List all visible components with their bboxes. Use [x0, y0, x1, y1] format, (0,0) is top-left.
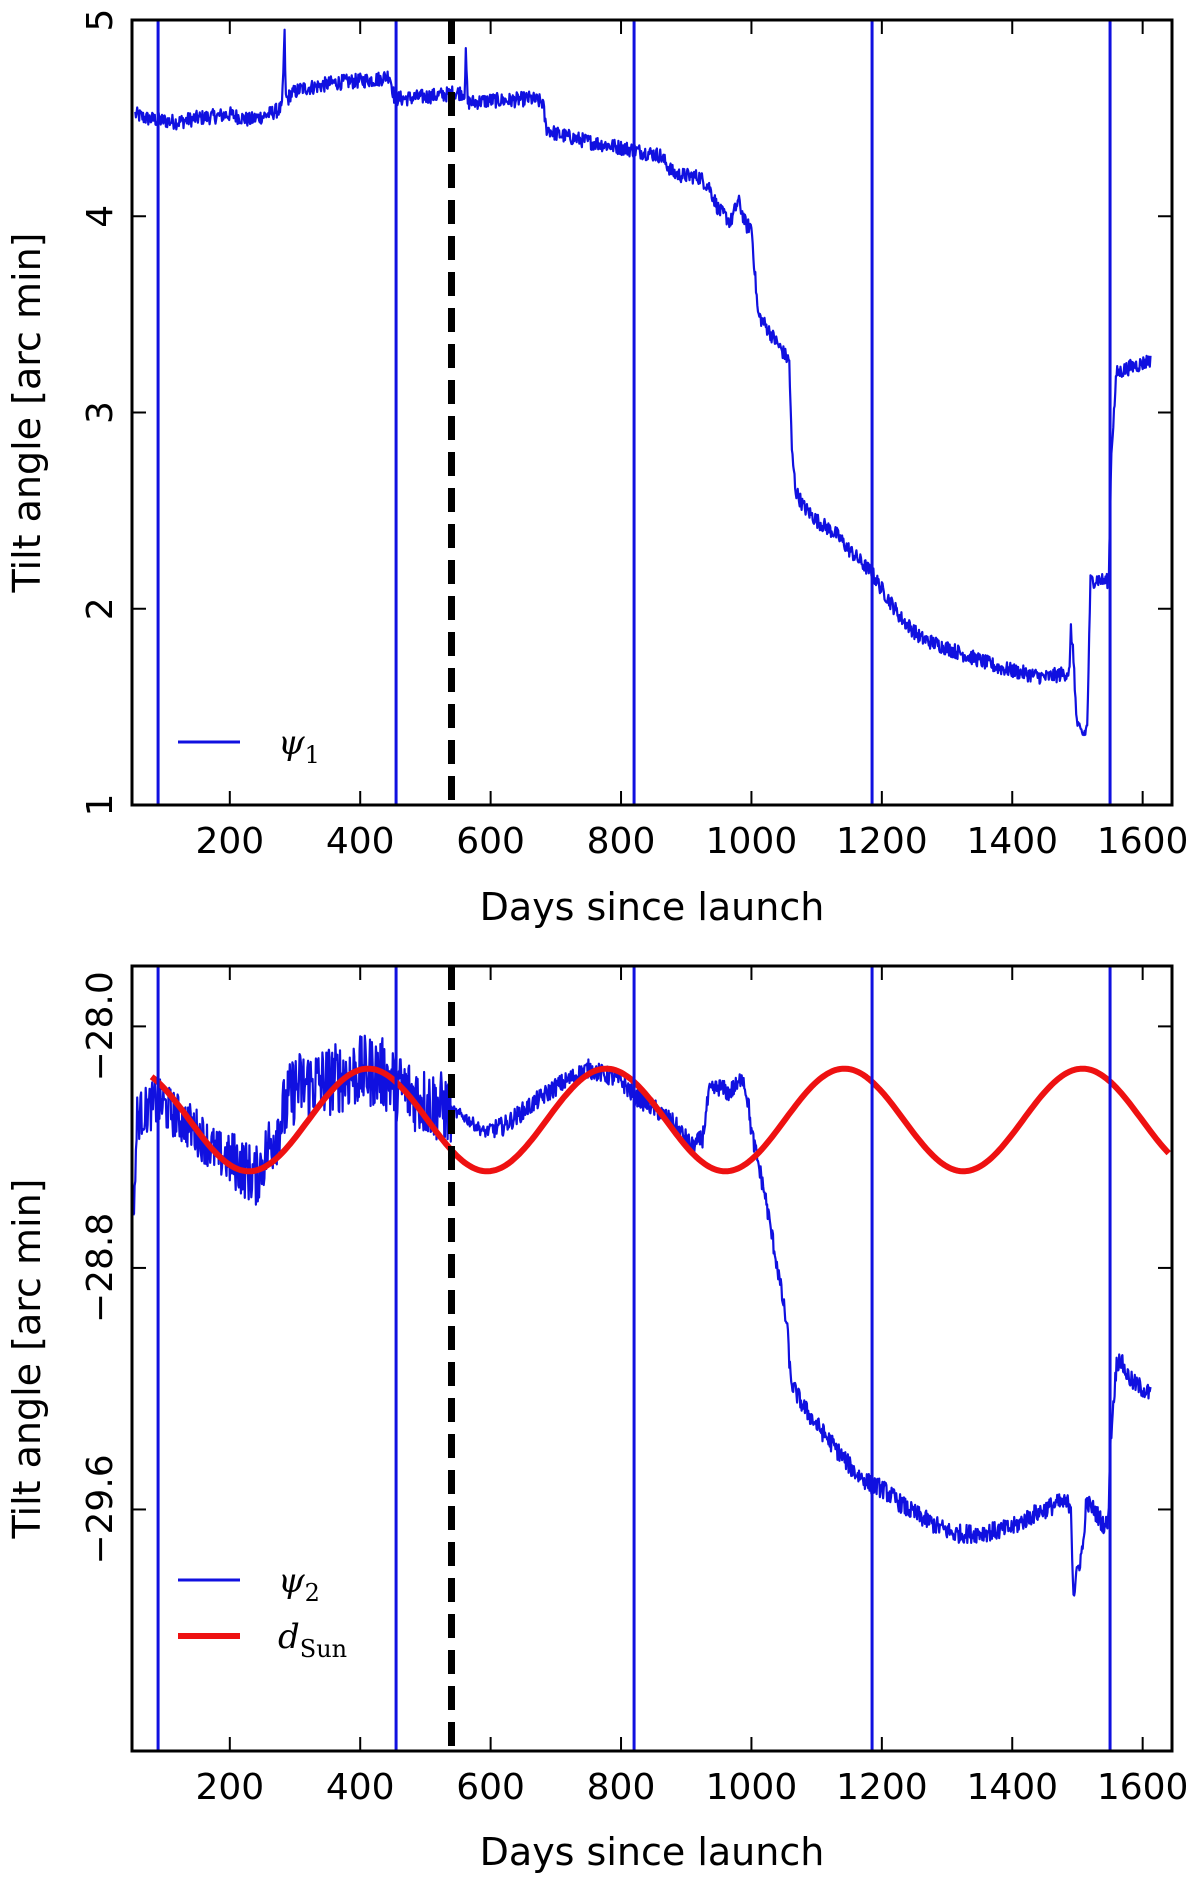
- panel-bottom: 200 400 600 800 1000 1200 1400 1600 −28.0 −28.8 −2…: [5, 964, 1189, 1874]
- plot-frame: [130, 18, 1174, 807]
- legend-label-main: ψ: [278, 723, 305, 763]
- x-tick-label: 400: [326, 1767, 395, 1808]
- x-tick-label: 1200: [836, 1767, 928, 1808]
- y-tick-label: 3: [80, 401, 121, 424]
- x-tick-label: 600: [456, 1767, 525, 1808]
- x-tick-label: 1000: [706, 1767, 798, 1808]
- legend-label-sub: 1: [305, 741, 320, 769]
- legend-label-main: d: [278, 1617, 300, 1657]
- y-tick-label: 4: [80, 205, 121, 228]
- series-line-ψ1: [134, 28, 1152, 737]
- x-axis-label: Days since launch: [480, 1830, 825, 1874]
- x-tick-label: 1600: [1097, 1767, 1189, 1808]
- x-tick-label: 1200: [836, 821, 928, 862]
- y-tick-label: 5: [80, 9, 121, 32]
- x-tick-label: 800: [587, 821, 656, 862]
- x-tick-label: 600: [456, 821, 525, 862]
- legend-label-ψ2: ψ2: [278, 1561, 320, 1607]
- y-tick-label: −29.6: [80, 1454, 121, 1564]
- legend-label-sub: 2: [305, 1579, 320, 1607]
- legend-label-sub: Sun: [300, 1635, 347, 1663]
- plot-frame: [130, 964, 1174, 1753]
- series-line-ψ2: [132, 1034, 1152, 1597]
- x-tick-label: 200: [195, 1767, 264, 1808]
- x-tick-label: 1400: [966, 1767, 1058, 1808]
- plot-area: [132, 1034, 1171, 1597]
- x-tick-label: 200: [195, 821, 264, 862]
- y-tick-label: −28.0: [80, 971, 121, 1081]
- y-axis-label: Tilt angle [arc min]: [5, 233, 49, 594]
- legend-label-main: ψ: [278, 1561, 305, 1601]
- y-axis-label: Tilt angle [arc min]: [5, 1179, 49, 1540]
- y-tick-label: 2: [80, 597, 121, 620]
- panel-top: 200 400 600 800 1000 1200 1400 1600 1 2 3 4 5 Days si…: [5, 9, 1188, 929]
- y-tick-label: 1: [80, 794, 121, 817]
- legend-label-dSun: dSun: [278, 1617, 347, 1663]
- legend-label-ψ1: ψ1: [278, 723, 320, 769]
- y-tick-label: −28.8: [80, 1213, 121, 1323]
- x-tick-label: 1000: [706, 821, 798, 862]
- x-tick-label: 1400: [966, 821, 1058, 862]
- plot-area: [134, 28, 1152, 737]
- x-tick-label: 800: [587, 1767, 656, 1808]
- series-line-dSun: [149, 1065, 1171, 1175]
- x-tick-label: 400: [326, 821, 395, 862]
- x-axis-label: Days since launch: [480, 885, 825, 929]
- x-tick-label: 1600: [1097, 821, 1189, 862]
